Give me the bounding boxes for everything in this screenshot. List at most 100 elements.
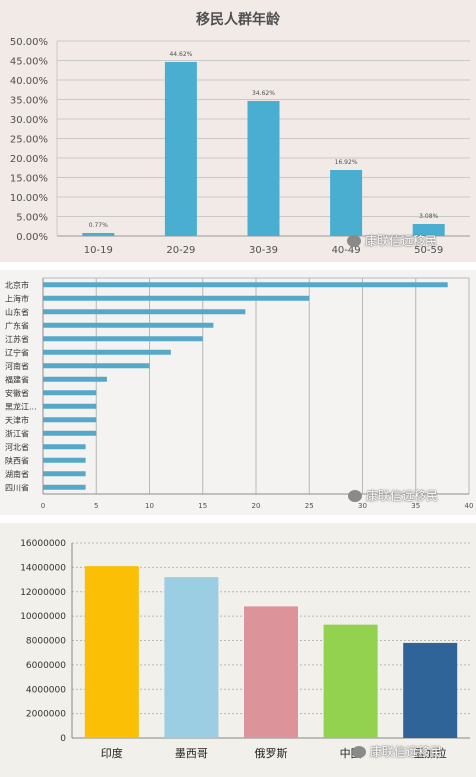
bar-辽宁省	[43, 349, 171, 355]
x-tick-label: 25	[305, 502, 314, 510]
x-tick-label: 30	[358, 502, 367, 510]
y-tick-label: 10.00%	[10, 193, 48, 204]
bar-孟加拉	[403, 642, 458, 738]
y-tick-label: 江苏省	[5, 334, 29, 344]
province-distribution-chart: 0 5 10 15 20 25 30 35 40 北京市上海市山东省广东省江苏省辽宁省河南省福建省…	[5, 277, 474, 510]
y-tick-label: 天津市	[5, 415, 29, 425]
bar-天津市	[43, 417, 97, 423]
age-distribution-chart: 移民人群年龄 0.00% 5.00% 10.00% 15.00% 20.00% 25.00%…	[10, 11, 470, 256]
y-tick-label: 河北省	[5, 442, 29, 452]
x-tick-label: 孟加拉	[414, 746, 447, 760]
x-tick-label: 俄罗斯	[255, 747, 288, 760]
watermark-text: 康联信远移民	[365, 234, 438, 248]
x-tick-label: 30-39	[249, 245, 278, 256]
data-label: 3.08%	[419, 213, 438, 220]
x-tick-label: 40	[465, 502, 474, 510]
y-tick-label: 湖南省	[5, 469, 29, 479]
bar-河北省	[43, 444, 86, 450]
bar-广东省	[43, 322, 214, 328]
y-tick-label: 25.00%	[10, 135, 48, 146]
x-tick-label: 15	[198, 502, 207, 510]
data-label: 0.77%	[89, 222, 108, 229]
watermark: 康联信远移民	[352, 743, 442, 760]
y-tick-label: 45.00%	[10, 57, 48, 68]
x-tick-label: 20	[252, 502, 261, 510]
y-tick-label: 20.00%	[10, 154, 48, 165]
country-chart-panel: 0 2000000 4000000 6000000 8000000 10000000 120…	[0, 523, 476, 777]
bar-墨西哥	[164, 577, 219, 738]
bar-江苏省	[43, 336, 203, 342]
x-tick-label: 40-49	[332, 245, 361, 256]
y-tick-label: 广东省	[5, 320, 29, 330]
y-tick-label: 16000000	[20, 539, 66, 549]
y-tick-label: 0	[60, 734, 66, 744]
bar-山东省	[43, 309, 246, 315]
bar-50-59	[412, 223, 445, 236]
x-tick-label: 墨西哥	[175, 747, 208, 760]
y-tick-label: 浙江省	[5, 428, 29, 438]
age-chart-panel: 移民人群年龄 0.00% 5.00% 10.00% 15.00% 20.00% 25.00%…	[0, 0, 476, 262]
bar-40-49	[330, 170, 363, 236]
bar-30-39	[247, 100, 280, 237]
bar-上海市	[43, 295, 310, 301]
bar-北京市	[43, 282, 448, 288]
bar-印度	[84, 566, 139, 738]
x-tick-label: 印度	[101, 746, 123, 760]
bar-湖南省	[43, 471, 86, 477]
watermark: 康联信远移民	[348, 487, 438, 504]
country-comparison-chart: 0 2000000 4000000 6000000 8000000 10000000 120…	[20, 539, 470, 760]
y-tick-label: 山东省	[5, 307, 29, 317]
y-tick-label: 辽宁省	[5, 347, 29, 357]
y-tick-label: 6000000	[26, 661, 66, 671]
data-label: 16.92%	[335, 159, 358, 166]
bar-福建省	[43, 376, 107, 382]
y-tick-label: 黑龙江...	[5, 401, 37, 411]
x-tick-label: 50-59	[414, 245, 443, 256]
x-tick-label: 35	[411, 502, 420, 510]
wechat-icon	[352, 746, 366, 758]
y-tick-label: 2000000	[26, 710, 66, 720]
x-tick-label: 20-29	[166, 245, 195, 256]
bar-10-19	[82, 232, 115, 236]
x-tick-label: 10-19	[84, 245, 113, 256]
y-tick-label: 福建省	[5, 374, 29, 384]
province-chart-panel: 0 5 10 15 20 25 30 35 40 北京市上海市山东省广东省江苏省辽宁省河南省福建省…	[0, 270, 476, 515]
wechat-icon	[347, 235, 361, 247]
y-tick-label: 河南省	[5, 361, 29, 371]
y-tick-label: 0.00%	[16, 232, 48, 243]
y-tick-label: 40.00%	[10, 76, 48, 87]
bar-俄罗斯	[244, 606, 298, 738]
y-tick-label: 35.00%	[10, 96, 48, 107]
y-tick-label: 8000000	[26, 637, 66, 647]
y-tick-label: 10000000	[20, 612, 66, 622]
bar-浙江省	[43, 430, 97, 436]
y-tick-label: 5.00%	[16, 213, 48, 224]
y-tick-label: 陕西省	[5, 455, 29, 465]
wechat-icon	[348, 490, 362, 502]
y-tick-label: 四川省	[5, 482, 29, 492]
y-tick-label: 15.00%	[10, 174, 48, 185]
bar-安徽省	[43, 390, 97, 396]
chart-title: 移民人群年龄	[196, 11, 281, 28]
data-label: 44.62%	[169, 51, 192, 58]
bar-中国	[323, 624, 378, 738]
bar-黑龙江...	[43, 403, 97, 409]
watermark: 康联信远移民	[347, 232, 437, 249]
y-tick-label: 4000000	[26, 685, 66, 695]
y-tick-label: 安徽省	[5, 388, 29, 398]
x-tick-label: 5	[94, 502, 98, 510]
bar-20-29	[164, 61, 197, 237]
x-tick-label: 10	[145, 502, 154, 510]
bar-四川省	[43, 484, 86, 490]
watermark-text: 康联信远移民	[370, 745, 443, 759]
watermark-text: 康联信远移民	[366, 489, 439, 503]
y-tick-label: 12000000	[20, 588, 66, 598]
x-tick-label: 0	[41, 502, 45, 510]
bar-河南省	[43, 363, 150, 369]
y-tick-label: 上海市	[5, 293, 29, 303]
y-tick-label: 30.00%	[10, 115, 48, 126]
data-label: 34.62%	[252, 90, 275, 97]
y-tick-label: 14000000	[20, 563, 66, 573]
bar-陕西省	[43, 457, 86, 463]
y-tick-label: 北京市	[5, 280, 29, 290]
